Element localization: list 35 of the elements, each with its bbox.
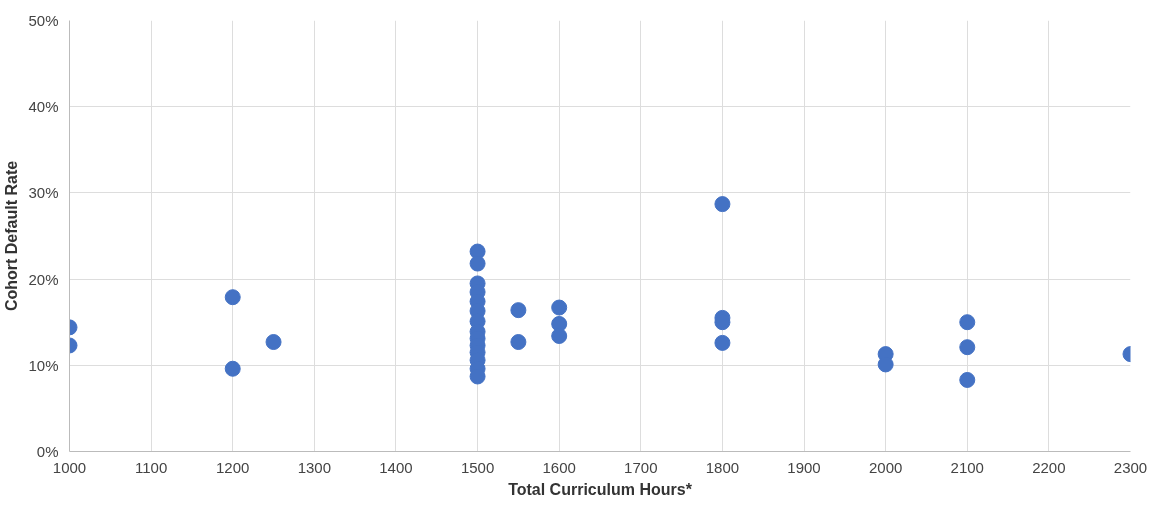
point <box>551 328 568 344</box>
point <box>959 371 976 388</box>
point <box>551 299 568 316</box>
point <box>959 339 976 356</box>
x-tick-label: 2200 <box>1032 458 1066 476</box>
point <box>224 289 241 306</box>
point <box>469 255 486 272</box>
x-tick-label: 2300 <box>1113 458 1148 476</box>
x-tick-label: 1000 <box>52 458 87 476</box>
y-tick-label: 40% <box>28 98 59 116</box>
y-tick-label: 20% <box>28 270 59 288</box>
point <box>714 196 731 213</box>
point <box>510 334 527 351</box>
y-axis-title: Cohort Default Rate <box>3 160 21 312</box>
x-tick-label: 2100 <box>950 458 984 476</box>
point <box>224 360 241 377</box>
y-tick-label: 50% <box>28 12 59 29</box>
x-tick-label: 1300 <box>297 458 332 476</box>
x-tick-label: 1200 <box>216 458 250 476</box>
point <box>510 302 527 319</box>
x-tick-label: 1100 <box>134 458 168 476</box>
x-tick-label: 1400 <box>379 458 413 476</box>
point <box>265 334 282 351</box>
y-tick-label: 0% <box>36 443 59 460</box>
x-tick-label: 1700 <box>624 458 658 476</box>
x-tick-label: 1900 <box>787 458 821 476</box>
y-tick-label: 10% <box>28 356 59 374</box>
y-tick-label: 30% <box>28 184 59 202</box>
point <box>959 314 976 331</box>
x-tick-label: 1500 <box>460 458 495 476</box>
x-tick-label: 2000 <box>868 458 903 476</box>
x-tick-label: 1600 <box>542 458 576 476</box>
x-axis-title: Total Curriculum Hours* <box>508 480 693 498</box>
point <box>714 334 731 351</box>
x-tick-label: 1800 <box>705 458 740 476</box>
